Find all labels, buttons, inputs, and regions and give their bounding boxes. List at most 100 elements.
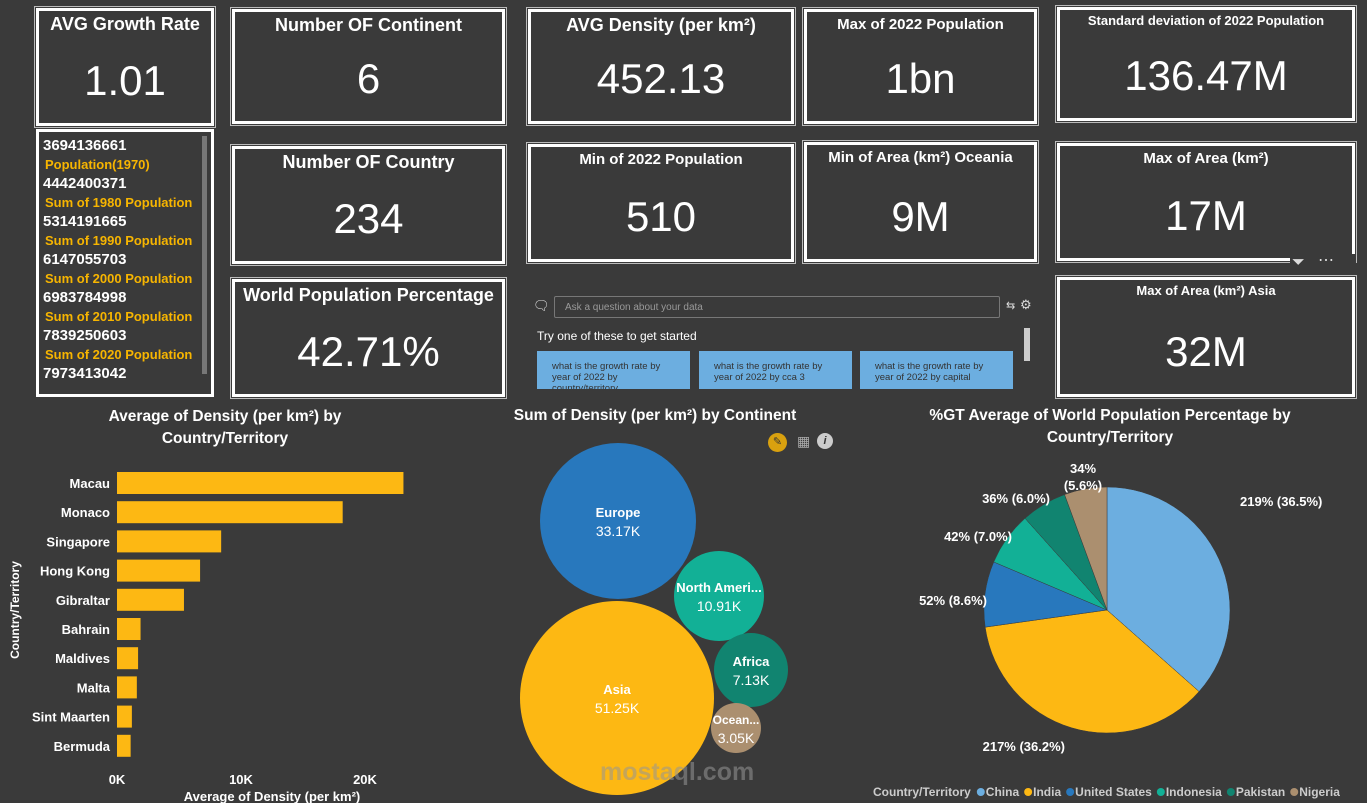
kpi-avg-growth-rate: AVG Growth Rate 1.01 [34,6,216,128]
bubble[interactable] [520,601,714,795]
legend-marker [1066,788,1075,796]
bubble[interactable] [714,633,788,707]
pie-slice[interactable] [1106,486,1231,692]
x-tick-label: 20K [353,772,377,787]
filter-icon[interactable]: ⏷ [1292,254,1305,271]
pie-chart: 219% (36.5%) 217% (36.2%) 52% (8.6%) 42% (7… [873,461,1340,799]
bar-category-label: Monaco [61,505,110,520]
bar[interactable] [117,734,131,757]
kpi-max-area: Max of Area (km²) 17M [1055,141,1357,263]
bar[interactable] [117,472,404,494]
population-value: 5314191665 [43,213,127,230]
pie-chart-title: %GT Average of World Population Percenta… [929,407,1291,446]
kpi-std-2022-population: Standard deviation of 2022 Population 136… [1055,5,1357,123]
kpi-max-area-asia: Max of Area (km²) Asia 32M [1055,275,1357,399]
population-label: Sum of 2000 Population [45,271,193,286]
bubble-category-label: Asia [603,682,631,697]
bar[interactable] [117,530,222,553]
kpi-number-of-country: Number OF Country 234 [230,144,507,266]
qa-scrollbar[interactable] [1024,328,1030,361]
bar[interactable] [117,588,184,611]
pie-slice[interactable] [1064,486,1108,611]
qa-suggestion[interactable]: what is the growth rate by year of 2022 … [860,351,1013,389]
legend-marker [1024,788,1033,796]
gear-icon[interactable]: ⚙ [1020,297,1032,312]
legend-item[interactable]: Nigeria [1299,785,1340,799]
kpi-max-2022-population: Max of 2022 Population 1bn [802,7,1039,126]
bar[interactable] [117,618,141,640]
table-icon[interactable]: ▦ [797,433,811,449]
qa-prompt: Try one of these to get started [537,329,697,343]
kpi-number-of-continent: Number OF Continent 6 [230,7,507,126]
x-axis-label: Average of Density (per km²) [184,789,361,803]
bar[interactable] [117,705,132,728]
bubble-chart: Europe 33.17K North Ameri... 10.91K Asia 51.2… [520,443,788,795]
population-label: Sum of 2010 Population [45,309,193,324]
bubble-category-label: Africa [733,654,771,669]
watermark: mostaql.com [600,758,755,786]
bar[interactable] [117,676,137,699]
bar-category-label: Macau [70,476,111,491]
bubble-value-label: 10.91K [697,598,742,614]
population-value: 6983784998 [43,289,127,306]
legend-marker [1156,788,1165,796]
bubble-value-label: 3.05K [718,730,755,746]
legend-item[interactable]: Indonesia [1166,785,1222,799]
pie-data-label: (5.6%) [1064,478,1102,493]
population-value: 4442400371 [43,175,127,192]
scrollbar[interactable] [202,136,207,374]
x-tick-label: 0K [109,772,126,787]
population-label: Sum of 1990 Population [45,233,193,248]
legend-item[interactable]: United States [1075,785,1152,799]
pie-data-label: 52% (8.6%) [919,593,987,608]
bubble-value-label: 33.17K [596,523,641,539]
bar-chart-title: Average of Density (per km²) by Country/… [108,408,342,447]
kpi-avg-density: AVG Density (per km²) 452.13 [526,7,796,126]
bubble[interactable] [711,703,761,753]
bar[interactable] [117,647,139,670]
kpi-world-population-percentage: World Population Percentage 42.71% [230,277,507,399]
legend-marker [1226,788,1235,796]
pie-data-label: 36% (6.0%) [982,491,1050,506]
bubble-value-label: 51.25K [595,700,640,716]
bubble-category-label: Ocean... [713,713,760,727]
bubble-category-label: Europe [596,505,641,520]
qa-suggestion[interactable]: what is the growth rate by year of 2022 … [537,351,690,389]
legend-marker [976,788,985,796]
legend-marker [1290,788,1299,796]
bar[interactable] [117,501,343,524]
bubble[interactable] [540,443,696,599]
bar-category-label: Bahrain [62,622,110,637]
pie-slice[interactable] [984,609,1200,734]
qa-suggestion[interactable]: what is the growth rate by year of 2022 … [699,351,852,389]
population-label: Sum of 1980 Population [45,195,193,210]
edit-icon[interactable]: ✎ [768,433,787,452]
population-value: 7973413042 [43,365,127,382]
bubble[interactable] [674,551,764,641]
bar[interactable] [117,559,201,582]
more-options-icon[interactable]: ⋯ [1318,252,1335,269]
bar-chart: Macau Monaco Singapore Hong Kong Gibraltar Ba… [8,472,404,803]
population-value: 7839250603 [43,327,127,344]
population-label: Sum of 2020 Population [45,347,193,362]
population-label: Population(1970) [45,157,150,172]
kpi-min-area-oceania: Min of Area (km²) Oceania 9M [802,140,1039,264]
bubble-chart-title: Sum of Density (per km²) by Continent [513,407,797,424]
bar-category-label: Bermuda [54,739,111,754]
bar-category-label: Sint Maarten [32,710,110,725]
bar-category-label: Malta [77,680,111,695]
convert-icon[interactable]: ⇆ [1006,300,1016,312]
chat-icon: 🗨 [533,298,550,313]
bar-category-label: Singapore [46,534,110,549]
info-icon[interactable]: i [817,433,833,449]
qa-question-input[interactable] [554,296,1000,318]
population-multirow-card: 3694136661 Population(1970) 4442400371 Sum … [36,129,214,397]
bar-category-label: Gibraltar [56,593,110,608]
legend-item[interactable]: Pakistan [1236,785,1285,799]
legend-item[interactable]: China [986,785,1020,799]
bubble-category-label: North Ameri... [676,580,761,595]
y-axis-label: Country/Territory [8,561,22,659]
legend-item[interactable]: India [1033,785,1061,799]
pie-data-label: 217% (36.2%) [983,739,1065,754]
legend-title: Country/Territory [873,785,971,799]
